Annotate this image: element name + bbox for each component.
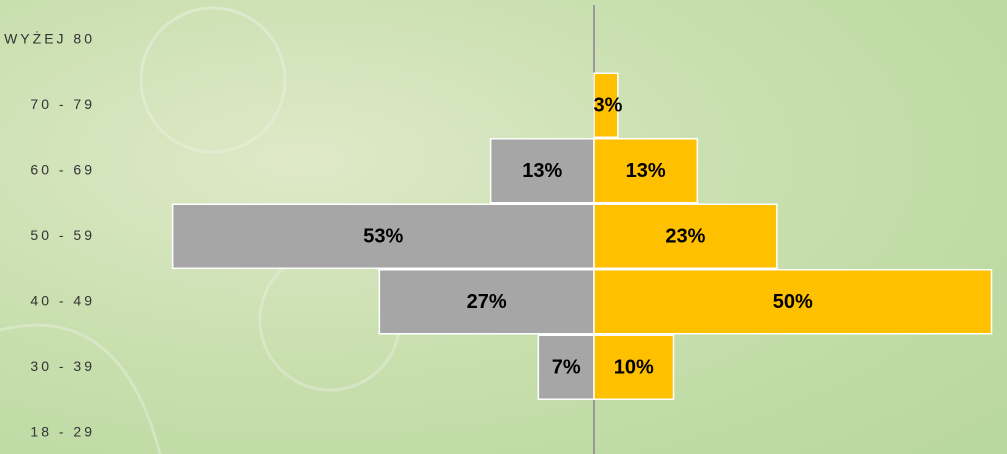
bar xyxy=(593,203,778,269)
category-label: WYŻEJ 80 xyxy=(4,29,95,46)
category-label: 30 - 39 xyxy=(30,358,95,374)
bar xyxy=(593,269,993,335)
category-label: 40 - 49 xyxy=(30,292,95,308)
data-label: 7% xyxy=(552,357,581,379)
data-label: 23% xyxy=(665,226,705,248)
data-label: 10% xyxy=(614,357,654,379)
category-label: 60 - 69 xyxy=(30,161,95,177)
data-label: 3% xyxy=(594,95,623,117)
data-label: 13% xyxy=(626,160,666,182)
bar xyxy=(489,138,595,204)
decor-circle xyxy=(139,6,287,154)
bar xyxy=(593,138,699,204)
decor-curve xyxy=(0,323,162,454)
bar xyxy=(537,334,595,400)
data-label: 27% xyxy=(467,291,507,313)
bar xyxy=(378,269,595,335)
category-label: 18 - 29 xyxy=(30,423,95,439)
data-label: 53% xyxy=(363,226,403,248)
data-label: 50% xyxy=(773,291,813,313)
category-label: 50 - 59 xyxy=(30,227,95,243)
bar xyxy=(593,72,619,138)
data-label: 13% xyxy=(522,160,562,182)
category-label: 70 - 79 xyxy=(30,96,95,112)
bar xyxy=(593,334,675,400)
